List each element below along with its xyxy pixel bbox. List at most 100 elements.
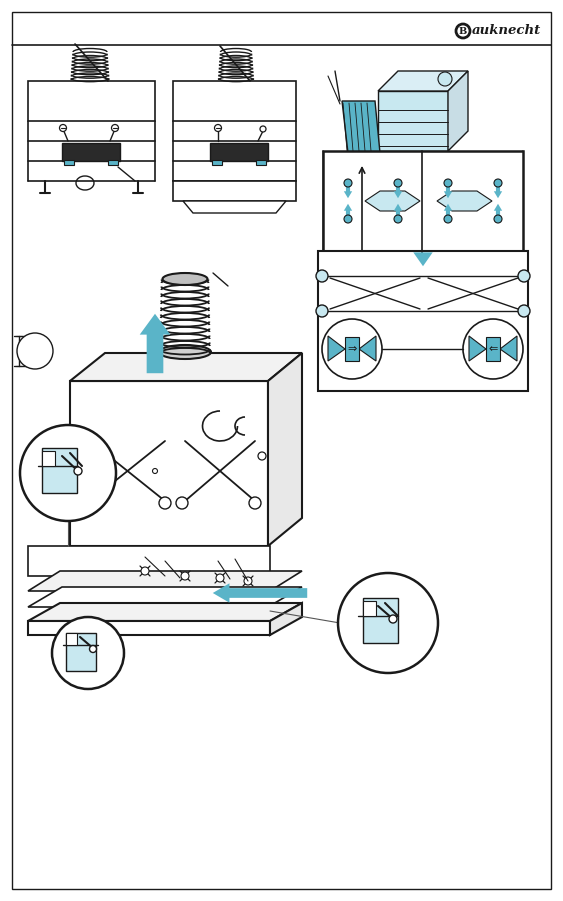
Circle shape <box>444 215 452 223</box>
Circle shape <box>181 572 189 580</box>
Circle shape <box>17 333 53 369</box>
Polygon shape <box>28 621 270 635</box>
Polygon shape <box>28 587 302 607</box>
Circle shape <box>159 497 171 509</box>
Bar <box>318 251 528 391</box>
Polygon shape <box>28 571 302 591</box>
Circle shape <box>316 305 328 317</box>
Polygon shape <box>363 601 376 616</box>
Circle shape <box>394 179 402 187</box>
Polygon shape <box>28 81 155 121</box>
FancyArrowPatch shape <box>413 252 433 266</box>
Bar <box>64 160 74 165</box>
Polygon shape <box>323 151 337 261</box>
Circle shape <box>153 469 158 474</box>
Polygon shape <box>66 633 77 645</box>
Polygon shape <box>342 101 380 153</box>
Circle shape <box>316 270 328 282</box>
Bar <box>212 160 222 165</box>
FancyArrowPatch shape <box>494 184 502 198</box>
FancyArrowPatch shape <box>140 314 170 373</box>
Circle shape <box>438 72 452 86</box>
Bar <box>256 160 266 165</box>
Text: ⇐: ⇐ <box>488 344 498 354</box>
Polygon shape <box>210 143 268 161</box>
Circle shape <box>438 252 452 266</box>
Polygon shape <box>173 181 296 201</box>
Bar <box>42 448 77 493</box>
Polygon shape <box>359 336 376 361</box>
Circle shape <box>82 497 94 509</box>
Polygon shape <box>500 336 517 361</box>
Circle shape <box>394 215 402 223</box>
Circle shape <box>338 573 438 673</box>
Polygon shape <box>448 71 468 151</box>
Polygon shape <box>70 353 302 381</box>
Text: ⇒: ⇒ <box>347 344 357 354</box>
Polygon shape <box>268 353 302 546</box>
Circle shape <box>60 124 66 132</box>
FancyArrowPatch shape <box>344 184 352 198</box>
Polygon shape <box>183 201 286 213</box>
Circle shape <box>518 305 530 317</box>
FancyArrowPatch shape <box>444 184 452 198</box>
Polygon shape <box>469 336 486 361</box>
Polygon shape <box>340 156 420 246</box>
Bar <box>323 151 523 261</box>
Polygon shape <box>448 251 468 331</box>
Circle shape <box>463 319 523 379</box>
Circle shape <box>249 497 261 509</box>
FancyArrowPatch shape <box>394 184 402 198</box>
Text: auknecht: auknecht <box>472 24 541 38</box>
Circle shape <box>344 179 352 187</box>
Polygon shape <box>42 451 55 466</box>
FancyArrowPatch shape <box>494 204 502 218</box>
Circle shape <box>258 452 266 460</box>
Circle shape <box>494 215 502 223</box>
Circle shape <box>444 179 452 187</box>
Circle shape <box>322 319 382 379</box>
Polygon shape <box>509 151 523 261</box>
Bar <box>363 598 398 643</box>
Polygon shape <box>70 381 268 546</box>
Polygon shape <box>28 603 302 621</box>
Polygon shape <box>173 81 296 121</box>
Circle shape <box>90 645 96 652</box>
Circle shape <box>74 467 82 475</box>
Polygon shape <box>378 91 448 151</box>
Bar <box>345 337 359 361</box>
Polygon shape <box>437 191 492 211</box>
Bar <box>108 160 118 165</box>
Polygon shape <box>328 336 345 361</box>
FancyArrowPatch shape <box>394 204 402 218</box>
Circle shape <box>141 567 149 575</box>
FancyArrowPatch shape <box>444 204 452 218</box>
Circle shape <box>389 615 397 623</box>
Polygon shape <box>342 281 380 333</box>
Polygon shape <box>28 546 270 576</box>
Polygon shape <box>270 603 302 635</box>
Polygon shape <box>378 71 468 91</box>
Bar <box>486 337 500 361</box>
Circle shape <box>344 215 352 223</box>
Polygon shape <box>365 191 420 211</box>
Ellipse shape <box>159 345 211 359</box>
Bar <box>66 633 96 671</box>
Circle shape <box>260 126 266 132</box>
Polygon shape <box>62 143 120 161</box>
Polygon shape <box>378 251 468 271</box>
FancyArrowPatch shape <box>344 204 352 218</box>
Circle shape <box>52 617 124 689</box>
Circle shape <box>216 574 224 582</box>
Circle shape <box>456 24 470 38</box>
Circle shape <box>20 425 116 521</box>
Circle shape <box>176 497 188 509</box>
Circle shape <box>244 577 252 585</box>
Ellipse shape <box>163 273 208 285</box>
Circle shape <box>494 179 502 187</box>
Circle shape <box>215 124 221 132</box>
Polygon shape <box>378 271 448 331</box>
Text: B: B <box>459 26 467 35</box>
Circle shape <box>111 124 118 132</box>
FancyArrowPatch shape <box>213 583 307 603</box>
